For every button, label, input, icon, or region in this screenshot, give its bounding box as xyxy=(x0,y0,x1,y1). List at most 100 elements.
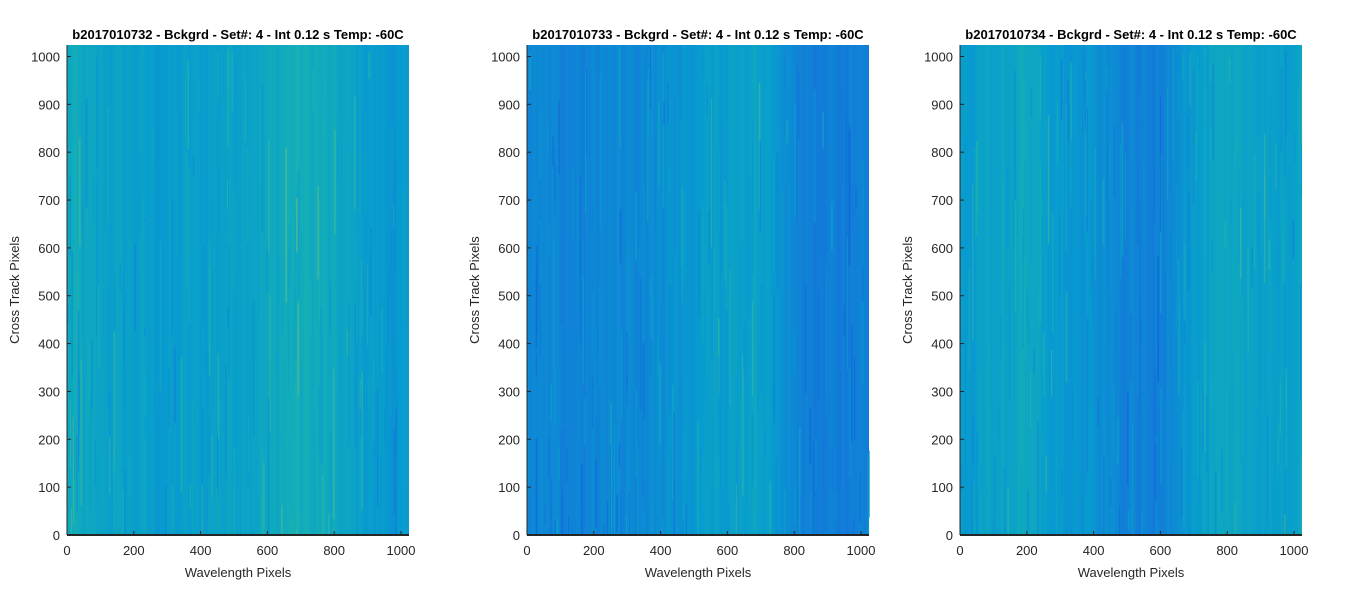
heatmap-streak xyxy=(962,156,963,182)
heatmap-streak xyxy=(820,108,822,261)
heatmap-streak xyxy=(858,477,859,523)
heatmap-streak xyxy=(607,501,608,535)
heatmap-streak xyxy=(744,322,745,381)
heatmap-streak xyxy=(869,451,870,518)
y-tick-label: 100 xyxy=(38,480,60,495)
heatmap-streak xyxy=(1084,50,1085,100)
y-tick-label: 0 xyxy=(946,528,953,543)
heatmap-streak xyxy=(661,302,662,364)
heatmap-streak xyxy=(606,297,607,364)
heatmap-streak xyxy=(641,279,642,411)
heatmap-streak xyxy=(796,288,797,436)
heatmap-streak xyxy=(318,388,319,454)
heatmap-streak xyxy=(192,403,193,535)
heatmap-streak xyxy=(1068,166,1070,191)
heatmap-streak xyxy=(667,82,669,124)
heatmap-streak xyxy=(765,429,766,457)
heatmap-streak xyxy=(705,217,706,323)
heatmap-streak xyxy=(1267,417,1269,528)
heatmap-streak xyxy=(659,362,661,446)
heatmap-streak xyxy=(176,112,177,256)
heatmap-streak xyxy=(706,378,707,423)
heatmap-streak xyxy=(698,522,699,536)
heatmap-streak xyxy=(172,199,173,332)
heatmap-streak xyxy=(1046,456,1047,493)
heatmap-streak xyxy=(1213,381,1214,408)
heatmap-streak xyxy=(348,303,349,447)
x-tick-label: 400 xyxy=(650,543,672,558)
heatmap-streak xyxy=(237,61,238,175)
heatmap-streak xyxy=(577,187,579,313)
heatmap-streak xyxy=(818,291,819,401)
heatmap-streak xyxy=(981,465,982,489)
heatmap-streak xyxy=(1183,308,1184,412)
heatmap-streak xyxy=(1184,243,1186,321)
heatmap-streak xyxy=(360,379,361,409)
heatmap-streak xyxy=(837,492,838,518)
heatmap-streak xyxy=(174,346,176,422)
heatmap-streak xyxy=(71,252,72,379)
heatmap-streak xyxy=(798,73,799,139)
heatmap-streak xyxy=(198,83,200,109)
heatmap-streak xyxy=(1127,159,1129,207)
x-tick-label: 800 xyxy=(783,543,805,558)
heatmap-streak xyxy=(724,359,726,435)
x-axis-label: Wavelength Pixels xyxy=(185,565,292,580)
heatmap-streak xyxy=(663,53,665,207)
heatmap-streak xyxy=(758,345,759,412)
y-tick-label: 500 xyxy=(38,289,60,304)
heatmap-streak xyxy=(1155,223,1156,369)
y-tick-label: 700 xyxy=(38,193,60,208)
heatmap-streak xyxy=(551,479,552,536)
heatmap-streak xyxy=(1160,97,1161,233)
heatmap-streak xyxy=(113,481,114,535)
heatmap-streak xyxy=(822,112,824,149)
heatmap-streak xyxy=(330,284,331,334)
heatmap-streak xyxy=(669,284,670,414)
heatmap-streak xyxy=(1240,316,1241,466)
chart-title: b2017010733 - Bckgrd - Set#: 4 - Int 0.1… xyxy=(532,27,864,42)
heatmap-streak xyxy=(627,375,628,406)
heatmap-streak xyxy=(590,179,592,238)
heatmap-streak xyxy=(752,413,754,486)
y-tick-label: 0 xyxy=(53,528,60,543)
heatmap-streak xyxy=(1132,426,1133,535)
heatmap-streak xyxy=(190,483,191,509)
heatmap-streak xyxy=(1059,213,1060,296)
heatmap-streak xyxy=(1120,143,1121,278)
heatmap-streak xyxy=(291,518,292,535)
heatmap-streak xyxy=(698,211,699,316)
heatmap-streak xyxy=(585,73,586,214)
heatmap-streak xyxy=(334,130,336,234)
heatmap-streak xyxy=(377,169,378,298)
y-tick-label: 600 xyxy=(931,241,953,256)
y-axis-label: Cross Track Pixels xyxy=(7,236,22,344)
heatmap-streak xyxy=(285,442,286,523)
heatmap-streak xyxy=(233,190,235,293)
heatmap-streak xyxy=(319,201,320,326)
heatmap-streak xyxy=(189,169,191,323)
heatmap-streak xyxy=(322,73,323,102)
heatmap-streak xyxy=(1200,388,1201,481)
heatmap-streak xyxy=(68,429,69,454)
heatmap-streak xyxy=(581,464,583,535)
heatmap-streak xyxy=(121,485,122,536)
heatmap-streak xyxy=(855,189,856,209)
heatmap-streak xyxy=(1228,143,1229,234)
heatmap-streak xyxy=(367,264,368,346)
heatmap-streak xyxy=(865,467,866,511)
heatmap-streak xyxy=(114,331,115,475)
heatmap-streak xyxy=(603,524,604,535)
x-tick-label: 800 xyxy=(1216,543,1238,558)
heatmap-streak xyxy=(1280,242,1281,293)
heatmap-streak xyxy=(971,430,972,462)
y-tick-label: 600 xyxy=(498,241,520,256)
heatmap-streak xyxy=(374,491,375,535)
heatmap-streak xyxy=(1264,175,1265,283)
heatmap-streak xyxy=(96,57,97,169)
heatmap-streak xyxy=(1098,398,1099,427)
heatmap-streak xyxy=(175,298,177,352)
heatmap-streak xyxy=(844,109,845,225)
